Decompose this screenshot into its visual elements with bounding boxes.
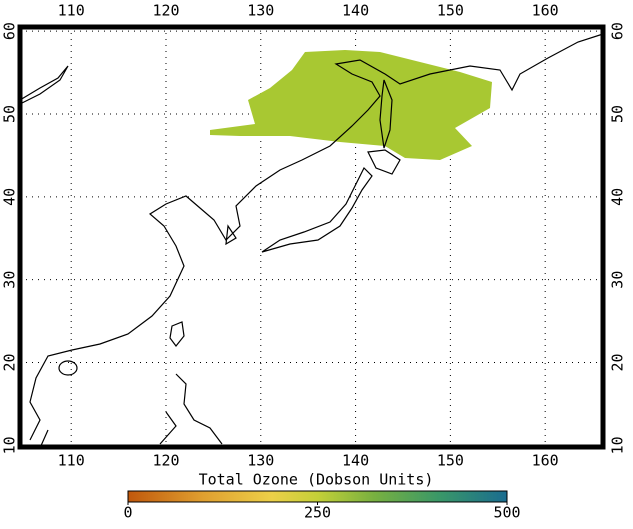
tick-labels: 110 110 120 120 130 130 140 140 150 150 160 160 10 10… <box>1 2 627 470</box>
japan <box>261 166 373 253</box>
colorbar <box>127 490 508 503</box>
lat-tick-label: 10 <box>609 436 627 454</box>
colorbar-title: Total Ozone (Dobson Units) <box>199 471 434 489</box>
coastline <box>29 33 604 441</box>
ozone-coverage <box>210 50 492 160</box>
map-area <box>17 24 606 450</box>
lon-tick-label: 150 <box>437 2 464 20</box>
grid <box>20 27 603 447</box>
taiwan <box>169 321 185 347</box>
colorbar-tick-label: 250 <box>304 504 331 522</box>
lon-tick-label: 120 <box>152 2 179 20</box>
lat-tick-label: 10 <box>1 436 19 454</box>
lat-tick-label: 50 <box>1 105 19 123</box>
lat-tick-label: 30 <box>1 271 19 289</box>
lon-tick-label: 140 <box>342 2 369 20</box>
lat-tick-label: 50 <box>609 105 627 123</box>
sakhalin <box>379 79 393 149</box>
lon-tick-label: 160 <box>532 452 559 470</box>
lon-tick-label: 140 <box>342 452 369 470</box>
map-frame <box>17 24 606 450</box>
lat-tick-label: 30 <box>609 271 627 289</box>
lon-tick-label: 130 <box>247 2 274 20</box>
lat-tick-label: 40 <box>1 188 19 206</box>
lon-tick-label: 110 <box>58 452 85 470</box>
coastline <box>19 65 69 105</box>
colorbar-tick-label: 0 <box>123 504 132 522</box>
hokkaido <box>367 149 401 175</box>
lon-tick-label: 120 <box>152 452 179 470</box>
hainan <box>58 360 78 376</box>
lon-tick-label: 160 <box>532 2 559 20</box>
colorbar-ticks: 0 250 500 <box>123 502 521 522</box>
colorbar-tick-label: 500 <box>493 504 520 522</box>
lat-tick-label: 20 <box>1 353 19 371</box>
lat-tick-label: 60 <box>609 22 627 40</box>
lat-tick-label: 60 <box>1 22 19 40</box>
philippines <box>159 373 223 445</box>
lon-tick-label: 110 <box>58 2 85 20</box>
lat-tick-label: 20 <box>609 353 627 371</box>
lat-tick-label: 40 <box>609 188 627 206</box>
lon-tick-label: 150 <box>437 452 464 470</box>
lon-tick-label: 130 <box>247 452 274 470</box>
